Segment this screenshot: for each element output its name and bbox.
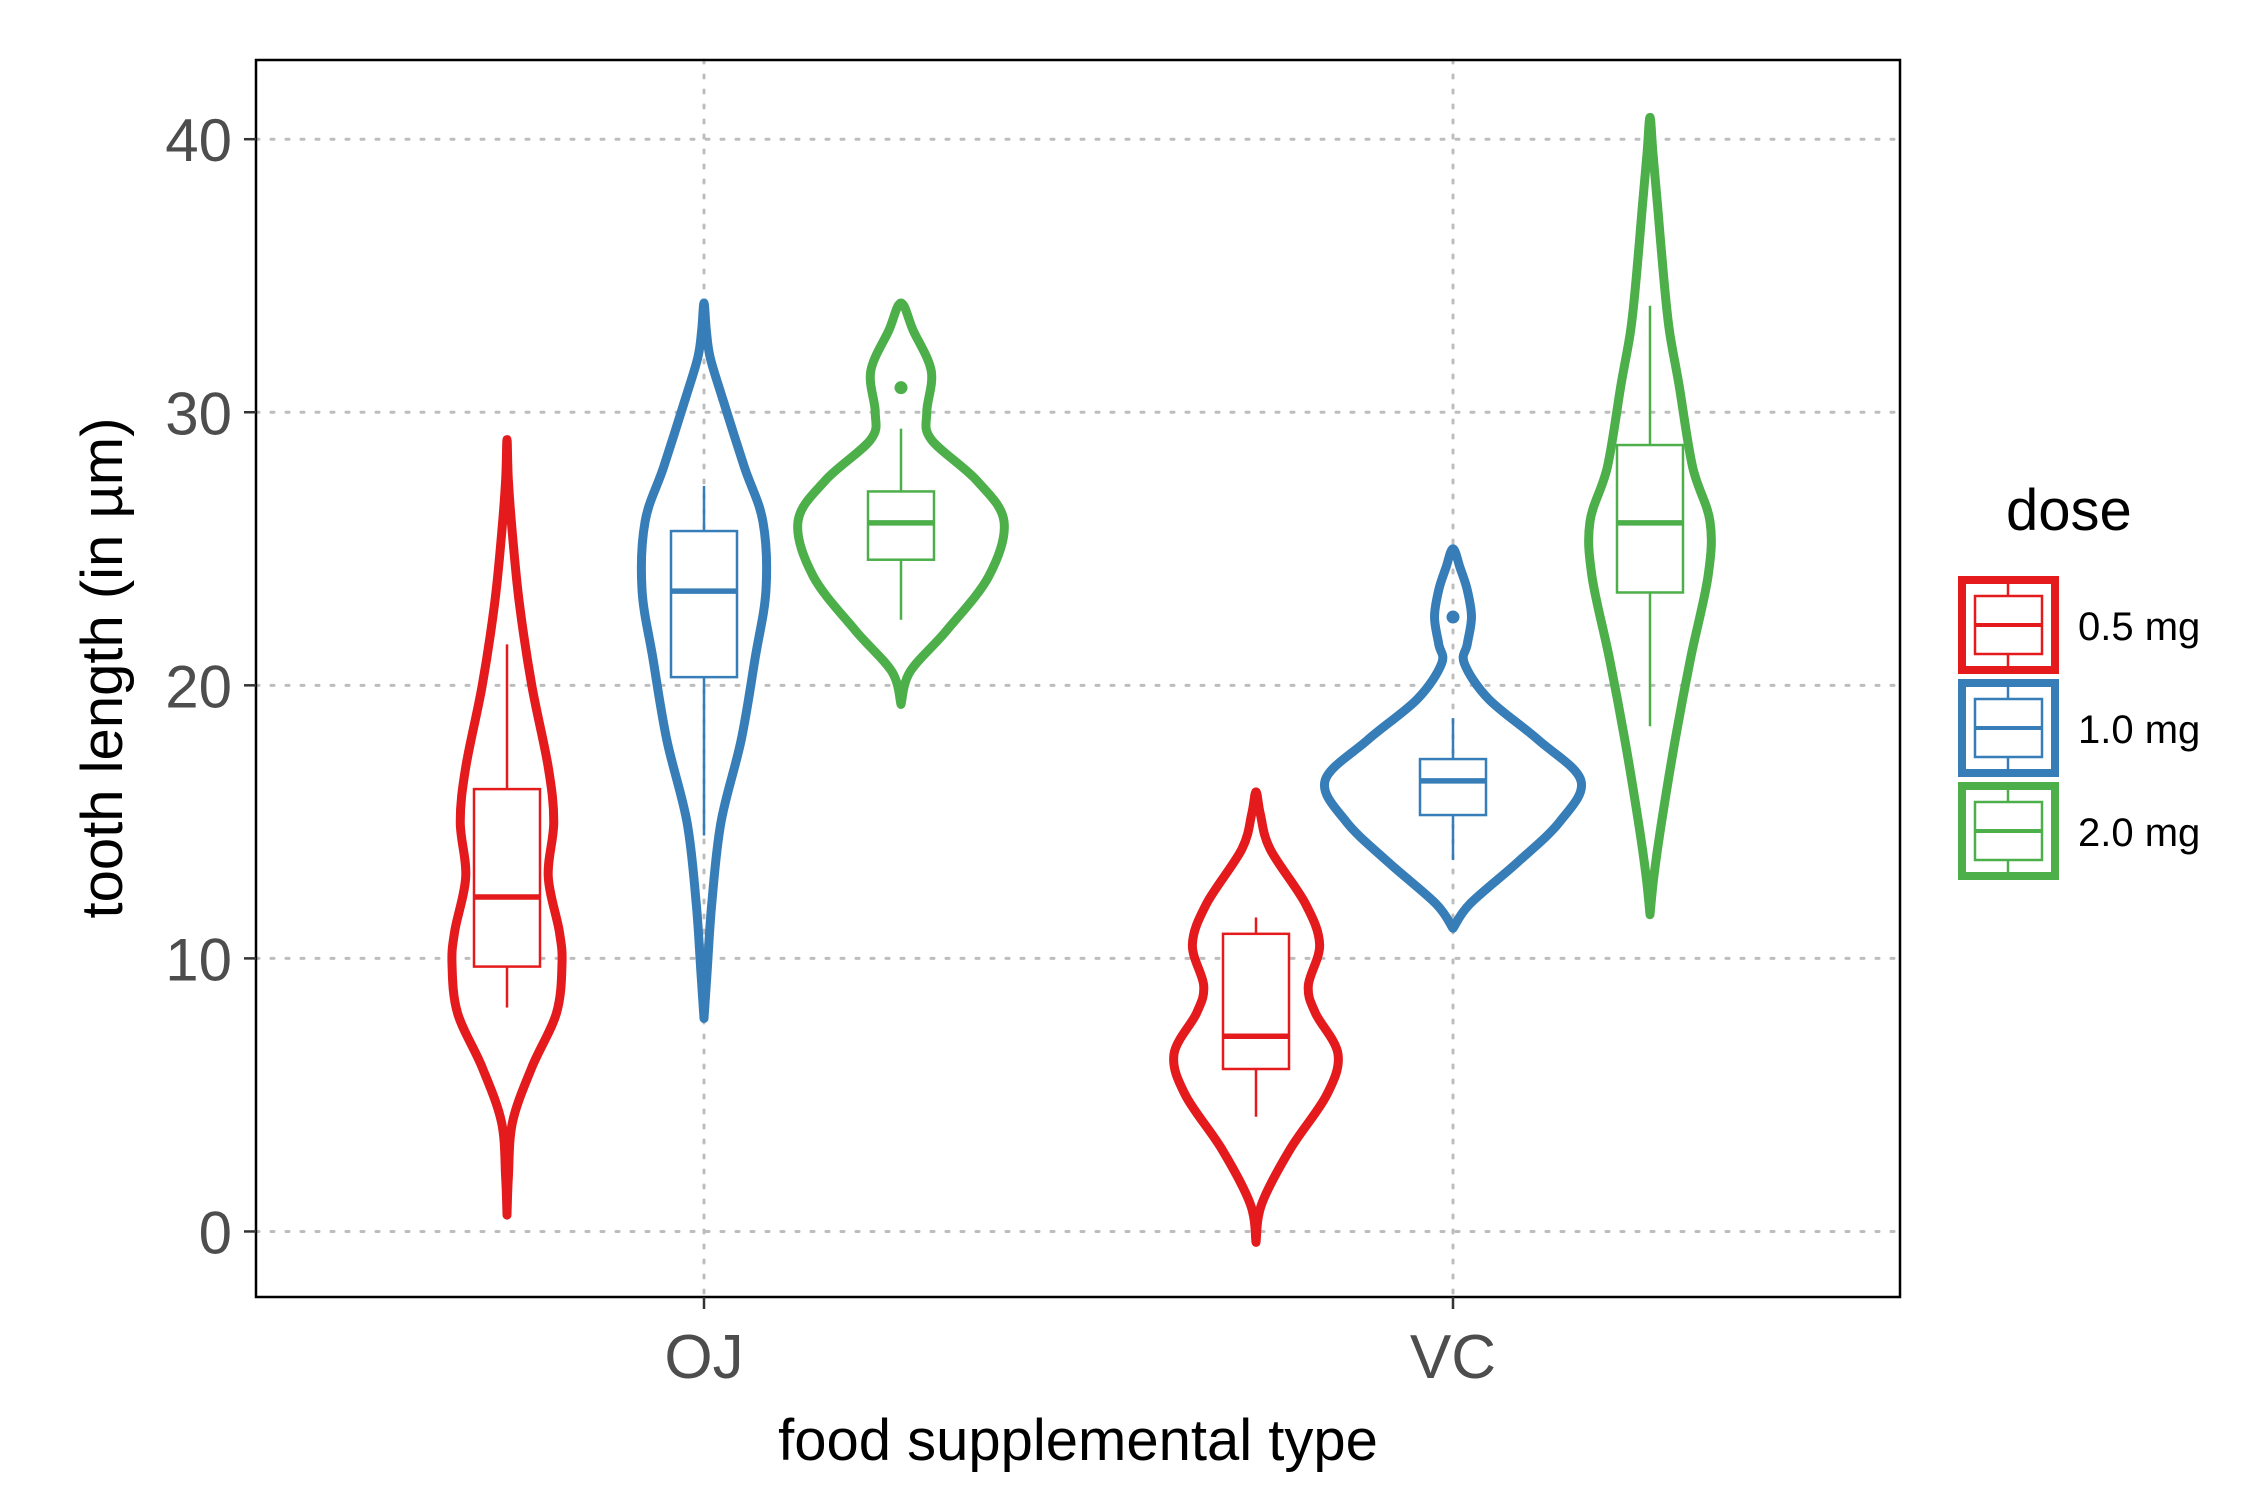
x-axis: OJ VC xyxy=(664,1297,1496,1392)
violin-layer xyxy=(447,112,1716,1247)
y-tick-label: 40 xyxy=(165,107,232,174)
box-iqr xyxy=(1221,932,1291,1071)
legend-entry: 1.0 mg xyxy=(1958,679,2200,777)
legend-entry-label: 2.0 mg xyxy=(2078,811,2200,855)
x-axis-title: food supplemental type xyxy=(778,1408,1378,1473)
violin-shape xyxy=(793,298,1009,709)
legend-entry: 2.0 mg xyxy=(1958,782,2200,880)
y-tick-label: 10 xyxy=(165,926,232,993)
y-tick-label: 0 xyxy=(199,1199,232,1266)
legend-entry-label: 1.0 mg xyxy=(2078,708,2200,752)
box-outlier xyxy=(894,381,908,395)
legend-entry: 0.5 mg xyxy=(1958,576,2200,674)
box-iqr xyxy=(472,787,542,968)
box-iqr xyxy=(1418,757,1488,817)
box-iqr xyxy=(1615,443,1685,594)
legend-entry-label: 0.5 mg xyxy=(2078,605,2200,649)
violin-shape xyxy=(636,298,772,1023)
violin-shape xyxy=(1319,544,1587,933)
violin-shape xyxy=(1169,787,1343,1247)
legend-title: dose xyxy=(2006,478,2132,543)
violin-shape xyxy=(447,435,567,1220)
y-axis: 0 10 20 30 40 xyxy=(165,107,256,1266)
box-iqr xyxy=(669,529,739,679)
x-tick-label: VC xyxy=(1410,1323,1496,1392)
violin-shape xyxy=(1584,112,1716,920)
legend: dose 0.5 mg 1.0 mg 2.0 mg xyxy=(1958,478,2200,880)
x-tick-label: OJ xyxy=(664,1323,743,1392)
y-tick-label: 30 xyxy=(165,380,232,447)
box-outlier xyxy=(1446,610,1460,624)
plot-panel-border xyxy=(254,58,1902,1299)
y-axis-title: tooth length (in µm) xyxy=(70,418,135,919)
y-tick-label: 20 xyxy=(165,653,232,720)
